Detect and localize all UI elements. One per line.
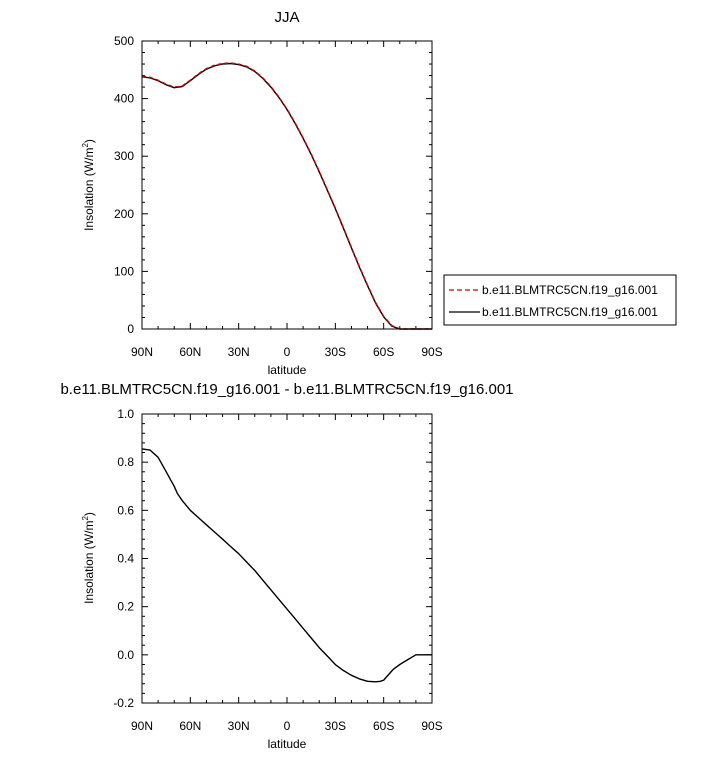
top-y-axis-label-text: Insolation (W/m: [82, 148, 96, 231]
bottom-y-tick-label: 0.2: [117, 600, 134, 614]
top-x-tick-label: 90S: [421, 345, 442, 359]
bottom-y-tick-label: 0.8: [117, 455, 134, 469]
bottom-x-tick-label: 30N: [228, 719, 250, 733]
bottom-y-tick-label: 0.0: [117, 648, 134, 662]
top-panel: JJA latitude Insolation (W/m2) 0 100 200 30…: [81, 9, 443, 377]
bottom-y-tick-label: -0.2: [113, 696, 134, 710]
legend-box: [443, 274, 677, 326]
top-x-tick-label: 90N: [131, 345, 153, 359]
top-y-tick-label: 300: [114, 149, 134, 163]
bottom-x-tick-label: 60N: [179, 719, 201, 733]
top-y-axis-label-close: ): [82, 139, 96, 143]
bottom-y-tick-label: 0.4: [117, 552, 134, 566]
bottom-x-tick-label: 60S: [373, 719, 394, 733]
top-x-tick-label: 60N: [179, 345, 201, 359]
top-y-tick-label: 0: [127, 322, 134, 336]
bottom-x-tick-label: 0: [284, 719, 291, 733]
top-y-axis-label-sup: 2: [81, 143, 90, 148]
top-x-axis-label: latitude: [268, 363, 307, 377]
legend-entry-label: b.e11.BLMTRC5CN.f19_g16.001: [482, 305, 658, 319]
top-x-tick-label: 30S: [325, 345, 346, 359]
bottom-plot-marks: -0.2 0.0 0.2 0.4 0.6 0.8 1.0 90N 60N 30N 0 30S 60S 90…: [113, 407, 442, 733]
bottom-x-tick-label: 90N: [131, 719, 153, 733]
top-x-tick-label: 60S: [373, 345, 394, 359]
top-plot-marks: 0 100 200 300 400 500 90N 60N 30N 0 30S 60S 90S: [114, 34, 443, 359]
legend: b.e11.BLMTRC5CN.f19_g16.001 b.e11.BLMTRC…: [443, 274, 677, 326]
legend-entry-label: b.e11.BLMTRC5CN.f19_g16.001: [482, 283, 658, 297]
bottom-panel: b.e11.BLMTRC5CN.f19_g16.001 - b.e11.BLMT…: [60, 381, 513, 751]
top-y-tick-label: 200: [114, 207, 134, 221]
top-x-tick-label: 0: [284, 345, 291, 359]
top-y-tick-label: 500: [114, 34, 134, 48]
bottom-y-tick-label: 1.0: [117, 407, 134, 421]
top-chart-title: JJA: [274, 9, 299, 26]
top-y-axis-label: Insolation (W/m2): [81, 139, 96, 231]
bottom-x-axis-label: latitude: [268, 737, 307, 751]
bottom-y-axis-label: Insolation (W/m2): [81, 512, 96, 604]
bottom-chart-title: b.e11.BLMTRC5CN.f19_g16.001 - b.e11.BLMT…: [60, 381, 513, 398]
bottom-y-axis-label-close: ): [82, 512, 96, 516]
top-series-line-solid: [141, 62, 432, 330]
top-y-tick-label: 400: [114, 92, 134, 106]
top-x-tick-label: 30N: [228, 345, 250, 359]
bottom-y-axis-label-sup: 2: [81, 516, 90, 521]
bottom-x-tick-label: 90S: [421, 719, 442, 733]
top-plot-frame: [141, 40, 433, 330]
bottom-plot-frame: [141, 413, 433, 704]
bottom-y-axis-label-text: Insolation (W/m: [82, 521, 96, 604]
bottom-x-tick-label: 30S: [325, 719, 346, 733]
top-series-line-dashed: [141, 62, 432, 330]
bottom-series-line-solid: [141, 448, 432, 683]
bottom-y-tick-label: 0.6: [117, 503, 134, 517]
top-y-tick-label: 100: [114, 264, 134, 278]
